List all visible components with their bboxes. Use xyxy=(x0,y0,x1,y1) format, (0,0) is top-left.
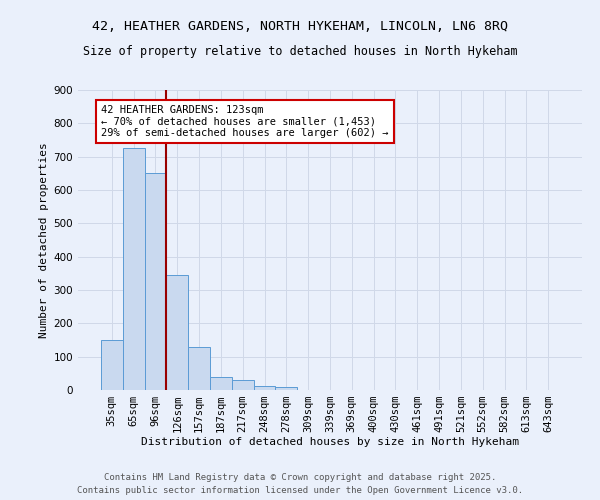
Bar xyxy=(275,388,297,390)
Bar xyxy=(166,275,188,390)
Text: Size of property relative to detached houses in North Hykeham: Size of property relative to detached ho… xyxy=(83,45,517,58)
X-axis label: Distribution of detached houses by size in North Hykeham: Distribution of detached houses by size … xyxy=(141,436,519,446)
Y-axis label: Number of detached properties: Number of detached properties xyxy=(40,142,49,338)
Bar xyxy=(101,340,123,390)
Bar xyxy=(254,386,275,390)
Bar xyxy=(232,380,254,390)
Text: 42 HEATHER GARDENS: 123sqm
← 70% of detached houses are smaller (1,453)
29% of s: 42 HEATHER GARDENS: 123sqm ← 70% of deta… xyxy=(101,105,388,138)
Text: Contains HM Land Registry data © Crown copyright and database right 2025.
Contai: Contains HM Land Registry data © Crown c… xyxy=(77,474,523,495)
Bar xyxy=(188,346,210,390)
Bar xyxy=(145,174,166,390)
Text: 42, HEATHER GARDENS, NORTH HYKEHAM, LINCOLN, LN6 8RQ: 42, HEATHER GARDENS, NORTH HYKEHAM, LINC… xyxy=(92,20,508,33)
Bar xyxy=(210,376,232,390)
Bar xyxy=(123,148,145,390)
